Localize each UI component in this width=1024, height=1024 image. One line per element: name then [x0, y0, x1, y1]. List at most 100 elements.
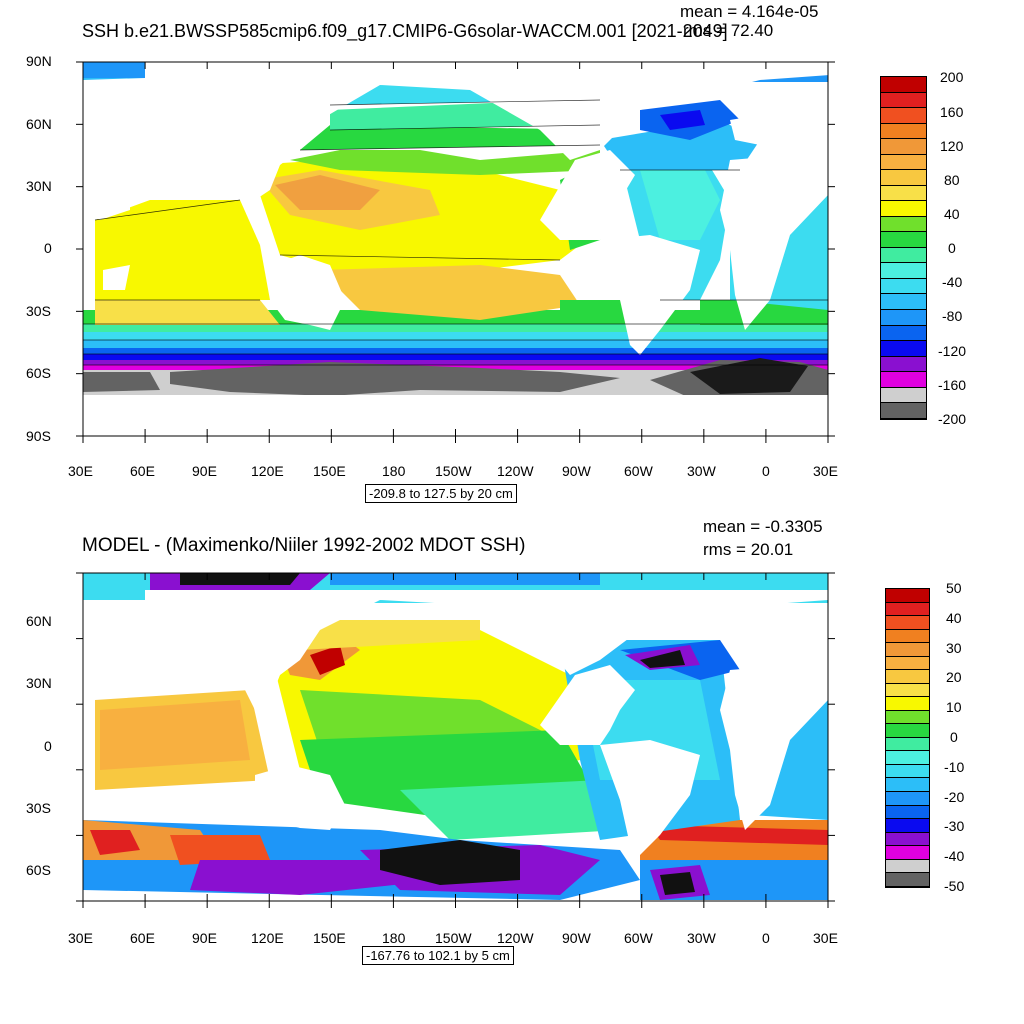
lon-label: 180	[382, 463, 406, 479]
colorbar-label: 20	[946, 669, 962, 685]
colorbar-segment	[881, 170, 926, 186]
lon-label: 60E	[130, 463, 155, 479]
lon-label: 0	[762, 930, 770, 946]
colorbar-segment	[886, 751, 929, 765]
colorbar-segment	[881, 263, 926, 279]
colorbar-label: 120	[940, 138, 964, 154]
lon-label: 90W	[562, 930, 591, 946]
panel2-colorbar	[885, 588, 930, 888]
colorbar-segment	[881, 341, 926, 357]
colorbar-segment	[881, 123, 926, 140]
colorbar-segment	[886, 643, 929, 657]
colorbar-label: -10	[944, 759, 965, 775]
panel1-range-label: -209.8 to 127.5 by 20 cm	[365, 484, 517, 503]
lon-label: 90W	[562, 463, 591, 479]
lon-label: 30W	[687, 463, 716, 479]
lat-label: 30N	[26, 675, 52, 691]
panel2-mean: mean = -0.3305	[703, 517, 823, 536]
lat-label: 60S	[26, 365, 51, 381]
colorbar-segment	[881, 108, 926, 124]
colorbar-label: 200	[940, 69, 964, 85]
lon-label: 90E	[192, 930, 217, 946]
lon-label: 0	[762, 463, 770, 479]
colorbar-label: -80	[942, 308, 963, 324]
colorbar-segment	[886, 670, 929, 684]
colorbar-segment	[886, 656, 929, 671]
colorbar-segment	[886, 697, 929, 711]
colorbar-label: -50	[944, 878, 965, 894]
colorbar-label: -120	[938, 343, 967, 359]
panel2-title: MODEL - (Maximenko/Niiler 1992-2002 MDOT…	[82, 535, 526, 556]
lon-label: 60E	[130, 930, 155, 946]
panel2-range-label: -167.76 to 102.1 by 5 cm	[362, 946, 514, 965]
colorbar-segment	[886, 589, 929, 603]
lon-label: 30W	[687, 930, 716, 946]
colorbar-label: -20	[944, 789, 965, 805]
colorbar-label: -160	[938, 377, 967, 393]
colorbar-segment	[881, 92, 926, 109]
colorbar-label: 80	[944, 172, 960, 188]
colorbar-label: 30	[946, 640, 962, 656]
lat-label: 30N	[26, 178, 52, 194]
panel2-rms: rms = 20.01	[703, 540, 794, 559]
colorbar-label: 10	[946, 699, 962, 715]
lon-label: 180	[382, 930, 406, 946]
colorbar-segment	[886, 629, 929, 644]
colorbar-segment	[881, 201, 926, 217]
colorbar-segment	[886, 683, 929, 698]
colorbar-segment	[881, 387, 926, 404]
lat-label: 30S	[26, 800, 51, 816]
lon-label: 90E	[192, 463, 217, 479]
colorbar-segment	[881, 77, 926, 93]
lat-label: 0	[44, 738, 52, 754]
colorbar-segment	[881, 403, 926, 419]
lon-label: 60W	[624, 930, 653, 946]
colorbar-segment	[886, 737, 929, 752]
colorbar-segment	[886, 859, 929, 874]
lat-label: 0	[44, 240, 52, 256]
colorbar-segment	[886, 846, 929, 860]
lon-label: 120E	[251, 930, 284, 946]
colorbar-label: 0	[950, 729, 958, 745]
lat-label: 60N	[26, 116, 52, 132]
panel1-colorbar	[880, 76, 927, 420]
colorbar-segment	[886, 778, 929, 792]
colorbar-segment	[886, 791, 929, 806]
colorbar-label: -30	[944, 818, 965, 834]
colorbar-segment	[881, 247, 926, 264]
colorbar-segment	[881, 356, 926, 373]
colorbar-label: 40	[946, 610, 962, 626]
lon-label: 30E	[68, 930, 93, 946]
panel1-mean: mean = 4.164e-05	[680, 2, 819, 21]
colorbar-segment	[881, 216, 926, 233]
colorbar-segment	[886, 805, 929, 820]
colorbar-segment	[881, 294, 926, 310]
colorbar-segment	[886, 819, 929, 833]
colorbar-segment	[886, 710, 929, 725]
lon-label: 120E	[251, 463, 284, 479]
lon-label: 30E	[68, 463, 93, 479]
lat-label: 60S	[26, 862, 51, 878]
colorbar-segment	[886, 602, 929, 617]
lat-label: 30S	[26, 303, 51, 319]
colorbar-label: -40	[944, 848, 965, 864]
colorbar-label: 50	[946, 580, 962, 596]
colorbar-label: 0	[948, 240, 956, 256]
colorbar-segment	[881, 185, 926, 202]
colorbar-segment	[881, 325, 926, 342]
colorbar-label: 40	[944, 206, 960, 222]
colorbar-segment	[881, 372, 926, 388]
lat-label: 90S	[26, 428, 51, 444]
lon-label: 150W	[435, 463, 472, 479]
lon-label: 120W	[497, 463, 534, 479]
lon-label: 150W	[435, 930, 472, 946]
colorbar-label: -40	[942, 274, 963, 290]
colorbar-segment	[881, 139, 926, 155]
lon-label: 60W	[624, 463, 653, 479]
colorbar-segment	[886, 764, 929, 779]
colorbar-segment	[886, 724, 929, 738]
lat-label: 60N	[26, 613, 52, 629]
panel1-title: SSH b.e21.BWSSP585cmip6.f09_g17.CMIP6-G6…	[82, 21, 728, 41]
colorbar-label: -200	[938, 411, 967, 427]
